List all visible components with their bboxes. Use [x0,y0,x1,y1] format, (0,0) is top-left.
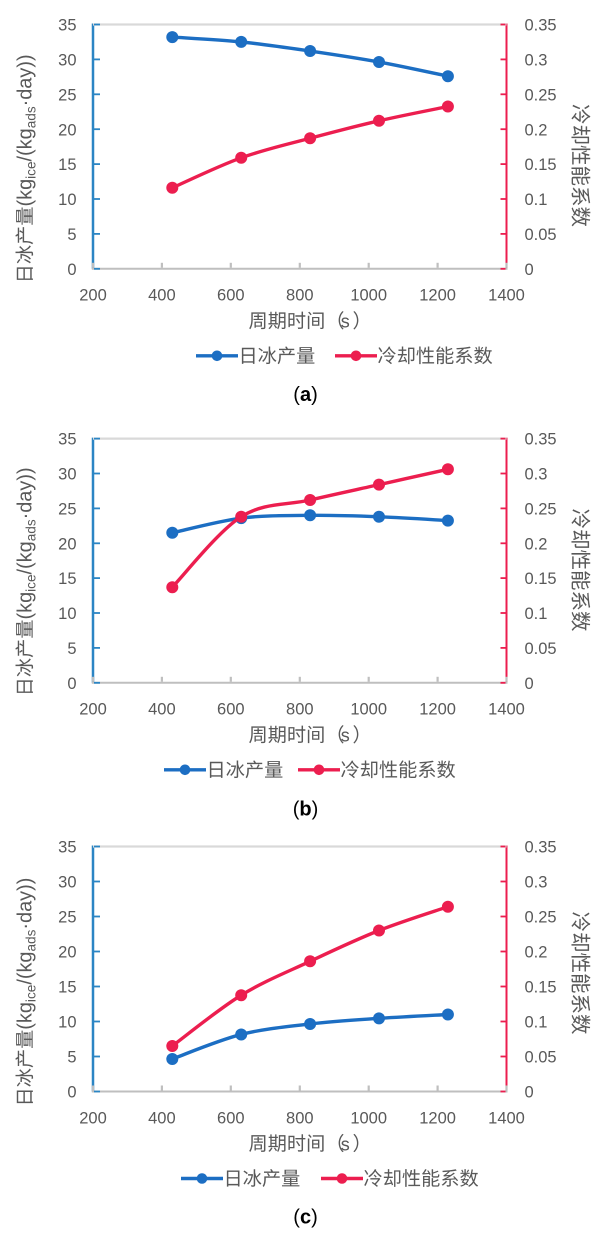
svg-text:0.05: 0.05 [525,226,557,244]
svg-text:200: 200 [79,701,107,719]
svg-text:400: 400 [148,701,176,719]
svg-text:(kg: (kg [15,1002,37,1030]
svg-text:5: 5 [67,226,76,244]
svg-text:1400: 1400 [488,1109,525,1127]
svg-text:15: 15 [58,570,76,588]
svg-text:5: 5 [67,1049,76,1067]
svg-text:400: 400 [148,1109,176,1127]
svg-text:0.05: 0.05 [525,1049,557,1067]
svg-text:·day)): ·day)) [15,54,37,106]
svg-text:1200: 1200 [419,1109,456,1127]
svg-text:20: 20 [58,121,76,139]
svg-text:10: 10 [58,191,76,209]
svg-text:20: 20 [58,944,76,962]
svg-text:1200: 1200 [419,287,456,305]
svg-text:0: 0 [67,1084,76,1102]
svg-text:10: 10 [58,1014,76,1032]
svg-text:0.25: 0.25 [525,909,557,927]
svg-text:200: 200 [79,287,107,305]
svg-text:(b): (b) [293,798,319,820]
svg-text:600: 600 [217,701,245,719]
svg-text:0.2: 0.2 [525,944,548,962]
svg-text:1000: 1000 [350,701,387,719]
svg-text:0.3: 0.3 [525,874,548,892]
svg-text:20: 20 [58,535,76,553]
svg-text:0.3: 0.3 [525,52,548,70]
svg-text:0.35: 0.35 [525,431,557,449]
svg-text:0: 0 [67,261,76,279]
svg-text:1000: 1000 [350,287,387,305]
svg-text:0.05: 0.05 [525,640,557,658]
svg-text:0.25: 0.25 [525,86,557,104]
svg-text:0.15: 0.15 [525,570,557,588]
svg-text:(a): (a) [293,384,317,406]
svg-text:10: 10 [58,605,76,623]
svg-text:·day)): ·day)) [15,878,37,930]
svg-text:600: 600 [217,1109,245,1127]
svg-text:0: 0 [525,675,534,693]
svg-text:0.35: 0.35 [525,17,557,35]
svg-text:ads: ads [24,106,39,128]
svg-text:0: 0 [525,1084,534,1102]
svg-text:/(kg: /(kg [15,541,37,574]
svg-text:0.2: 0.2 [525,121,548,139]
svg-text:30: 30 [58,466,76,484]
svg-text:ice: ice [24,985,39,1002]
svg-text:5: 5 [67,640,76,658]
svg-text:(kg: (kg [15,592,37,620]
svg-text:0.2: 0.2 [525,535,548,553]
svg-text:35: 35 [58,839,76,857]
svg-text:15: 15 [58,156,76,174]
svg-text:400: 400 [148,287,176,305]
svg-text:25: 25 [58,501,76,519]
svg-text:0.1: 0.1 [525,191,548,209]
svg-text:/(kg: /(kg [15,951,37,984]
svg-text:ads: ads [24,519,39,541]
svg-text:ice: ice [24,161,39,178]
svg-text:s: s [341,1134,350,1154]
svg-text:0.1: 0.1 [525,1014,548,1032]
svg-text:0.35: 0.35 [525,839,557,857]
svg-text:600: 600 [217,287,245,305]
svg-text:35: 35 [58,431,76,449]
svg-text:35: 35 [58,17,76,35]
svg-text:25: 25 [58,86,76,104]
svg-text:0: 0 [67,675,76,693]
svg-text:200: 200 [79,1109,107,1127]
svg-text:30: 30 [58,52,76,70]
svg-text:1400: 1400 [488,701,525,719]
svg-text:800: 800 [286,1109,314,1127]
svg-text:0.3: 0.3 [525,466,548,484]
svg-text:0: 0 [525,261,534,279]
svg-text:1000: 1000 [350,1109,387,1127]
svg-text:1200: 1200 [419,701,456,719]
svg-text:(c): (c) [293,1207,317,1229]
svg-text:15: 15 [58,979,76,997]
svg-text:·day)): ·day)) [15,467,37,519]
svg-text:0.1: 0.1 [525,605,548,623]
svg-text:25: 25 [58,909,76,927]
svg-text:0.15: 0.15 [525,156,557,174]
svg-text:800: 800 [286,287,314,305]
svg-text:s: s [341,726,350,746]
svg-text:800: 800 [286,701,314,719]
svg-text:1400: 1400 [488,287,525,305]
svg-text:s: s [341,312,350,332]
svg-text:30: 30 [58,874,76,892]
svg-text:/(kg: /(kg [15,128,37,161]
svg-text:(kg: (kg [15,179,37,207]
svg-text:ice: ice [24,574,39,591]
svg-text:ads: ads [24,929,39,951]
svg-text:0.15: 0.15 [525,979,557,997]
svg-text:0.25: 0.25 [525,501,557,519]
